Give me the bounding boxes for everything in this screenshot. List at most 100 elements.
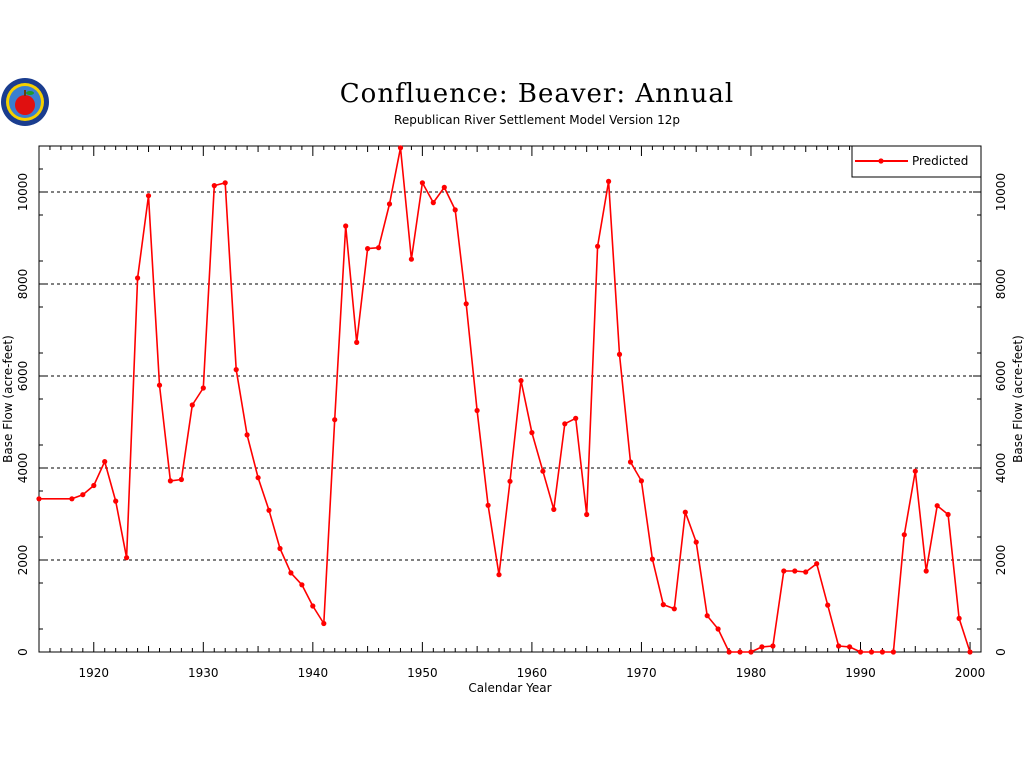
data-point — [890, 649, 897, 655]
apple-seal-logo — [1, 78, 49, 126]
logo-leaf — [26, 91, 34, 95]
data-point — [912, 468, 918, 474]
data-point — [299, 582, 305, 588]
data-point — [408, 256, 414, 262]
data-point — [354, 339, 360, 345]
series-predicted — [36, 145, 973, 655]
data-point — [693, 539, 699, 545]
data-point — [145, 193, 152, 199]
y-tick-label-left: 8000 — [16, 269, 30, 300]
x-tick-label: 1970 — [626, 666, 657, 680]
data-point — [474, 407, 480, 414]
data-point — [167, 478, 173, 484]
data-point — [419, 180, 425, 186]
y-tick-label-left: 4000 — [16, 453, 30, 484]
data-point — [463, 301, 469, 307]
y-axis-title-left: Base Flow (acre-feet) — [1, 335, 15, 463]
data-point — [616, 351, 623, 357]
data-point — [540, 468, 546, 474]
x-tick-label: 1980 — [736, 666, 767, 680]
data-point — [211, 183, 217, 189]
data-point — [266, 507, 272, 513]
data-point — [529, 430, 535, 436]
data-point — [934, 503, 940, 509]
y-tick-label-right: 4000 — [994, 453, 1008, 484]
data-point — [649, 556, 656, 562]
data-point — [135, 275, 141, 281]
data-point — [551, 506, 557, 512]
legend-label: Predicted — [912, 154, 968, 168]
y-tick-label-left: 6000 — [16, 361, 30, 392]
data-point — [376, 245, 382, 251]
y-tick-label-left: 2000 — [16, 545, 30, 576]
data-point — [847, 644, 853, 650]
data-point — [200, 385, 206, 391]
data-point — [178, 476, 184, 483]
data-point — [430, 200, 436, 206]
data-point — [857, 649, 864, 655]
x-tick-label: 1940 — [298, 666, 329, 680]
data-point — [321, 620, 327, 627]
data-point — [748, 649, 754, 655]
data-point — [397, 145, 404, 151]
data-point — [573, 415, 579, 421]
data-point — [80, 492, 86, 498]
data-point — [682, 509, 688, 515]
data-point — [233, 367, 239, 373]
data-point — [102, 459, 108, 465]
data-point — [485, 502, 491, 508]
data-point — [627, 459, 634, 465]
chart-subtitle: Republican River Settlement Model Versio… — [394, 113, 680, 127]
data-point — [452, 207, 458, 213]
y-tick-label-left: 10000 — [16, 173, 30, 211]
y-tick-label-right: 0 — [994, 648, 1008, 656]
chart-title: Confluence: Beaver: Annual — [340, 79, 734, 109]
y-tick-label-right: 2000 — [994, 545, 1008, 576]
data-point — [518, 378, 524, 384]
data-point — [91, 482, 97, 489]
data-point — [332, 417, 338, 423]
data-point — [386, 201, 393, 207]
data-point — [189, 402, 195, 408]
data-point — [715, 626, 721, 632]
data-point — [69, 496, 75, 502]
y-tick-label-left: 0 — [16, 648, 30, 656]
data-point — [507, 478, 513, 484]
x-tick-label: 1990 — [845, 666, 876, 680]
data-point — [781, 568, 787, 574]
data-point — [255, 475, 261, 481]
logo-stem — [24, 90, 26, 96]
x-tick-label: 1960 — [517, 666, 548, 680]
data-point — [923, 568, 929, 574]
data-point — [584, 511, 590, 518]
data-point — [879, 649, 886, 655]
x-tick-label: 1930 — [188, 666, 219, 680]
data-point — [365, 246, 371, 252]
data-point — [956, 615, 962, 622]
data-point — [36, 496, 42, 502]
y-axis-title-right: Base Flow (acre-feet) — [1011, 335, 1024, 463]
data-point — [825, 602, 831, 608]
data-point — [441, 184, 447, 190]
x-tick-label: 2000 — [955, 666, 986, 680]
data-point — [244, 432, 250, 438]
data-point — [737, 649, 743, 655]
axes: 0 0 2000 2000 4000 4000 6000 6000 8000 8000 10000 1… — [16, 146, 1008, 680]
data-point — [726, 649, 732, 655]
data-point — [288, 570, 294, 576]
data-point — [638, 478, 645, 484]
data-point — [222, 180, 228, 186]
data-point — [967, 649, 973, 655]
data-point — [671, 606, 677, 612]
data-point — [496, 572, 502, 578]
data-point — [814, 561, 820, 567]
data-point — [310, 603, 316, 609]
data-point — [759, 644, 765, 650]
data-point — [770, 643, 776, 649]
data-point — [836, 643, 842, 649]
data-point — [660, 602, 666, 608]
data-point — [595, 243, 601, 249]
data-point — [901, 532, 907, 538]
data-point — [124, 555, 130, 561]
data-point — [945, 511, 951, 518]
